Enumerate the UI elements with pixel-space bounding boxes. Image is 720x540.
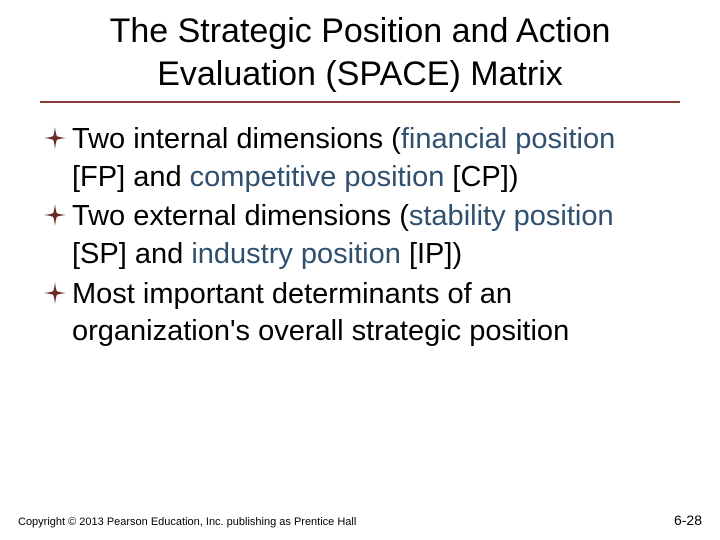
list-item-text: Two external dimensions (stability posit… — [72, 198, 676, 273]
copyright-text: Copyright © 2013 Pearson Education, Inc.… — [18, 516, 356, 528]
list-item: Two external dimensions (stability posit… — [44, 198, 676, 273]
diamond-bullet-icon — [44, 127, 66, 149]
page-number: 6-28 — [674, 512, 702, 528]
list-item: Two internal dimensions (financial posit… — [44, 121, 676, 196]
slide-title: The Strategic Position and Action Evalua… — [40, 10, 680, 95]
bullet-list: Two internal dimensions (financial posit… — [0, 111, 720, 351]
title-underline — [40, 101, 680, 103]
diamond-bullet-icon — [44, 282, 66, 304]
diamond-bullet-icon — [44, 204, 66, 226]
list-item-text: Two internal dimensions (financial posit… — [72, 121, 676, 196]
list-item: Most important determinants of an organi… — [44, 276, 676, 351]
list-item-text: Most important determinants of an organi… — [72, 276, 676, 351]
